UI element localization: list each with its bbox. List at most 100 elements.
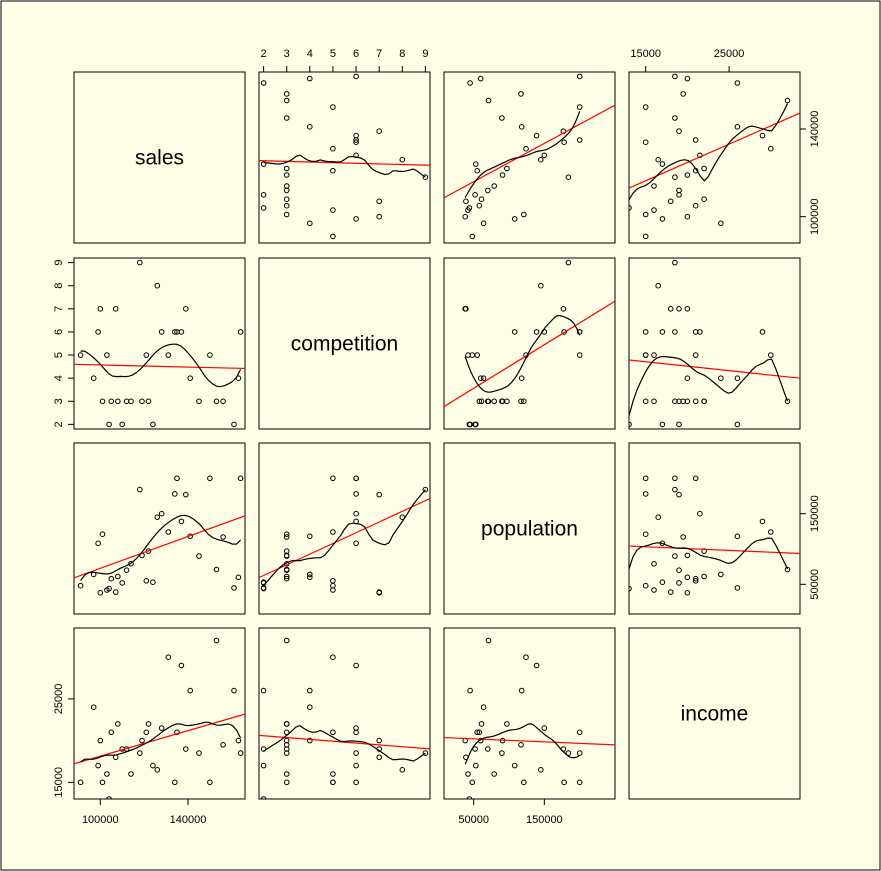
data-point bbox=[137, 259, 143, 266]
data-point bbox=[734, 80, 741, 86]
data-point bbox=[491, 183, 498, 189]
data-point bbox=[672, 329, 678, 335]
data-point bbox=[576, 352, 583, 358]
data-point bbox=[701, 398, 707, 405]
data-point bbox=[213, 566, 220, 573]
data-point bbox=[642, 329, 649, 335]
regression-line bbox=[74, 363, 245, 370]
smooth-line bbox=[629, 103, 789, 200]
data-point bbox=[353, 779, 359, 786]
data-point bbox=[718, 571, 724, 578]
data-point bbox=[629, 205, 632, 211]
data-point bbox=[158, 329, 165, 335]
data-point bbox=[466, 796, 473, 799]
data-point bbox=[283, 750, 290, 756]
data-point bbox=[768, 529, 774, 535]
data-point bbox=[480, 375, 487, 382]
data-point bbox=[283, 534, 290, 540]
data-point bbox=[108, 729, 115, 736]
data-point bbox=[112, 589, 119, 595]
tick-label-competition: 9 bbox=[422, 48, 428, 60]
panel-frame bbox=[258, 627, 431, 800]
data-point bbox=[330, 529, 336, 535]
data-point bbox=[759, 518, 766, 525]
data-point bbox=[283, 771, 290, 777]
data-point bbox=[108, 575, 115, 582]
data-point bbox=[376, 213, 383, 220]
regression-line bbox=[74, 515, 245, 579]
panel-sales-vs-sales: sales bbox=[73, 71, 246, 244]
data-point bbox=[330, 233, 336, 240]
data-point bbox=[672, 553, 678, 559]
data-point bbox=[283, 183, 290, 189]
data-point bbox=[561, 329, 567, 335]
data-point bbox=[692, 329, 699, 335]
data-point bbox=[672, 486, 678, 493]
data-point bbox=[283, 637, 290, 644]
data-point bbox=[655, 514, 662, 521]
data-point bbox=[376, 737, 383, 744]
regression-line bbox=[444, 300, 615, 408]
tick-label-sales: 100000 bbox=[82, 814, 119, 826]
data-point bbox=[104, 352, 110, 358]
data-point bbox=[462, 213, 469, 220]
data-point bbox=[307, 571, 313, 578]
data-point bbox=[330, 578, 336, 584]
data-point bbox=[718, 220, 724, 227]
data-point bbox=[231, 421, 237, 428]
data-point bbox=[642, 398, 649, 405]
data-point bbox=[504, 721, 510, 727]
data-point bbox=[330, 167, 336, 174]
data-point bbox=[145, 398, 152, 405]
data-point bbox=[480, 704, 487, 711]
smooth-line bbox=[80, 721, 242, 763]
data-point bbox=[521, 779, 527, 786]
data-point bbox=[283, 115, 290, 121]
data-point bbox=[472, 746, 478, 752]
data-point bbox=[307, 687, 313, 694]
data-point bbox=[541, 725, 548, 731]
data-point bbox=[165, 654, 172, 661]
data-point bbox=[701, 573, 707, 580]
data-point bbox=[467, 80, 473, 86]
data-point bbox=[353, 729, 359, 736]
data-point bbox=[642, 491, 649, 497]
data-point bbox=[485, 97, 492, 104]
panel-population-vs-competition bbox=[258, 442, 431, 615]
data-point bbox=[196, 750, 202, 756]
data-point bbox=[565, 259, 572, 266]
data-point bbox=[172, 491, 178, 497]
data-point bbox=[260, 192, 267, 198]
data-point bbox=[684, 75, 691, 82]
panel-marks bbox=[629, 73, 800, 240]
data-point bbox=[672, 475, 678, 482]
data-point bbox=[676, 128, 682, 134]
data-point bbox=[784, 566, 791, 573]
data-point bbox=[178, 662, 185, 669]
data-point bbox=[77, 352, 84, 358]
tick-label-population: 50000 bbox=[809, 569, 821, 600]
data-point bbox=[158, 725, 165, 731]
panel-marks bbox=[259, 475, 430, 596]
data-point bbox=[187, 375, 193, 382]
data-point bbox=[353, 540, 359, 547]
data-point bbox=[491, 398, 498, 405]
data-point bbox=[651, 561, 657, 567]
data-point bbox=[485, 187, 491, 194]
panel-competition-vs-population bbox=[443, 257, 616, 430]
regression-line bbox=[259, 497, 430, 579]
data-point bbox=[692, 137, 699, 143]
data-point bbox=[154, 282, 161, 289]
panel-frame bbox=[73, 257, 246, 430]
regression-line bbox=[629, 545, 800, 555]
panel-income-vs-population bbox=[443, 627, 616, 800]
panel-marks bbox=[444, 637, 615, 799]
data-point bbox=[145, 721, 152, 727]
data-point bbox=[469, 779, 476, 786]
data-point bbox=[150, 762, 156, 769]
data-point bbox=[172, 779, 178, 786]
data-point bbox=[97, 590, 104, 596]
data-point bbox=[692, 575, 699, 582]
data-point bbox=[697, 510, 703, 517]
